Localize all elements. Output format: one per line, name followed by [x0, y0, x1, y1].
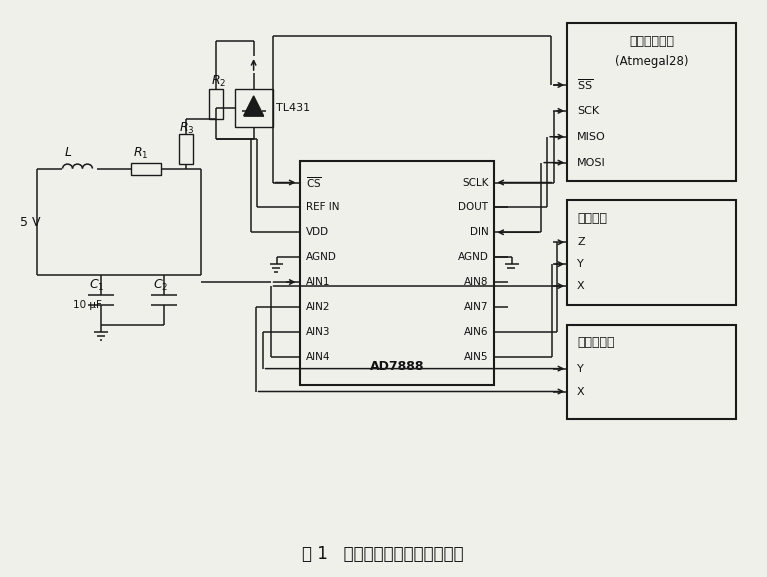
Text: AIN3: AIN3	[306, 327, 331, 337]
Text: AIN6: AIN6	[464, 327, 489, 337]
Text: AD7888: AD7888	[370, 360, 424, 373]
Text: 倾角传感器: 倾角传感器	[577, 336, 614, 349]
Bar	[567, 200, 736, 305]
Text: Z: Z	[577, 237, 584, 247]
Text: AIN1: AIN1	[306, 277, 331, 287]
Text: Y: Y	[577, 364, 584, 374]
Text: 5 V: 5 V	[20, 216, 40, 229]
Text: 三轴陀螺: 三轴陀螺	[577, 212, 607, 225]
Bar	[235, 89, 272, 127]
Text: $\overline{\mathrm{SS}}$: $\overline{\mathrm{SS}}$	[577, 78, 593, 92]
Text: X: X	[577, 387, 584, 396]
Text: MOSI: MOSI	[577, 158, 606, 167]
Text: 主控制单片机: 主控制单片机	[629, 35, 674, 48]
Bar	[131, 163, 161, 175]
Text: AIN7: AIN7	[464, 302, 489, 312]
Text: $R_1$: $R_1$	[133, 146, 149, 161]
Text: (Atmegal28): (Atmegal28)	[615, 55, 689, 68]
Text: SCLK: SCLK	[462, 178, 489, 188]
Text: $R_2$: $R_2$	[211, 73, 226, 88]
Text: AIN8: AIN8	[464, 277, 489, 287]
Text: SCK: SCK	[577, 106, 599, 116]
Bar	[301, 160, 495, 384]
Bar	[179, 134, 193, 164]
Text: 10 μF: 10 μF	[74, 300, 102, 310]
Text: DOUT: DOUT	[459, 203, 489, 212]
Text: $C_1$: $C_1$	[90, 278, 105, 293]
Text: AGND: AGND	[458, 252, 489, 262]
Text: VDD: VDD	[306, 227, 330, 237]
Text: AGND: AGND	[306, 252, 337, 262]
Text: $L$: $L$	[64, 146, 72, 159]
Text: X: X	[577, 281, 584, 291]
Text: AIN4: AIN4	[306, 351, 331, 362]
Text: $C_2$: $C_2$	[153, 278, 169, 293]
Text: MISO: MISO	[577, 132, 606, 142]
Text: REF IN: REF IN	[306, 203, 340, 212]
Bar	[209, 89, 222, 119]
Text: DIN: DIN	[469, 227, 489, 237]
Text: $R_3$: $R_3$	[179, 121, 195, 136]
Text: TL431: TL431	[275, 103, 310, 113]
Polygon shape	[244, 96, 264, 116]
Text: 图 1   姿态增稳控制电路接口设计: 图 1 姿态增稳控制电路接口设计	[302, 545, 464, 563]
Text: AIN2: AIN2	[306, 302, 331, 312]
Bar	[567, 23, 736, 181]
Text: AIN5: AIN5	[464, 351, 489, 362]
Text: $\overline{\mathrm{CS}}$: $\overline{\mathrm{CS}}$	[306, 175, 322, 190]
Bar	[567, 325, 736, 419]
Text: Y: Y	[577, 259, 584, 269]
